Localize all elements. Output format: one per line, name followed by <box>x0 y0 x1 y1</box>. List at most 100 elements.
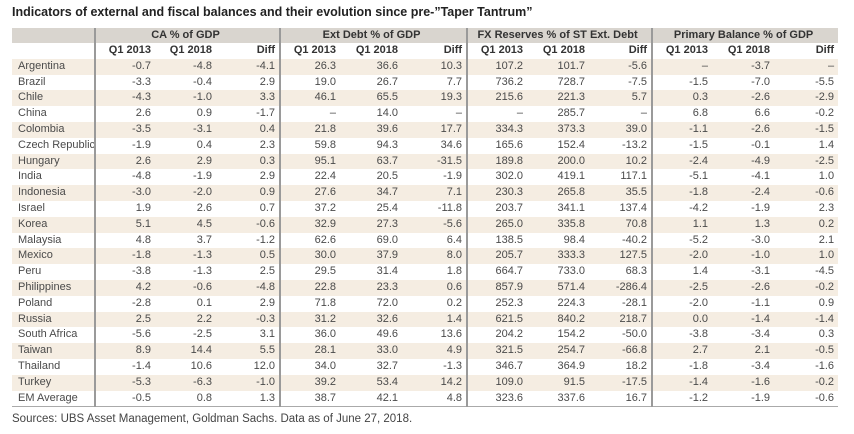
table-title: Indicators of external and fiscal balanc… <box>12 5 533 19</box>
value-cell: -0.5 <box>774 343 839 359</box>
value-cell: 0.2 <box>774 216 839 233</box>
value-cell: 265.0 <box>466 216 528 233</box>
value-cell: 35.5 <box>589 185 653 201</box>
value-cell: -3.4 <box>751 328 771 341</box>
value-cell: -2.4 <box>712 185 775 201</box>
country-cell: Poland <box>18 296 53 309</box>
value-cell: -66.8 <box>589 343 653 359</box>
value-cell: -3.4 <box>751 359 771 372</box>
value-cell: 203.7 <box>466 200 528 217</box>
value-cell: -1.5 <box>651 74 713 91</box>
value-cell: 0.6 <box>402 279 468 296</box>
country-cell: India <box>18 170 42 183</box>
value-cell: 1.3 <box>712 216 775 233</box>
subheader-q1-2013: Q1 2013 <box>651 43 713 59</box>
value-cell: – <box>774 58 839 75</box>
value-cell: 4.8 <box>94 232 155 249</box>
value-cell: 1.8 <box>446 265 463 278</box>
value-cell: 4.8 <box>402 390 468 408</box>
value-cell: 0.8 <box>155 390 216 408</box>
value-cell: -50.0 <box>621 328 648 341</box>
value-cell: 30.0 <box>279 248 341 265</box>
value-cell: 1.4 <box>402 311 468 328</box>
value-cell: 0.3 <box>651 90 713 107</box>
group-header-ext-debt: Ext Debt % of GDP <box>279 28 468 43</box>
table-row: Czech Republic -1.9 0.4 2.3 59.8 94.3 34.6 165.… <box>12 137 838 154</box>
table-row: Hungary 2.6 2.9 0.3 95.1 63.7 -31.5 189.8 200.0 1… <box>12 153 839 170</box>
group-header-row: CA % of GDP Ext Debt % of GDP FX Reserve… <box>12 28 839 43</box>
value-cell: 127.5 <box>589 248 653 265</box>
value-cell: 4.9 <box>402 343 468 359</box>
value-cell: 65.5 <box>340 90 403 107</box>
value-cell: 28.1 <box>279 343 341 359</box>
value-cell: 91.5 <box>527 374 590 391</box>
country-cell: China <box>18 107 47 120</box>
value-cell: 31.4 <box>376 265 399 278</box>
value-cell: 34.6 <box>440 138 463 151</box>
value-cell: -0.2 <box>774 279 839 296</box>
value-cell: 2.6 <box>94 106 155 122</box>
value-cell: 36.0 <box>279 327 341 344</box>
value-cell: -5.1 <box>651 169 713 186</box>
value-cell: 285.7 <box>557 107 586 120</box>
value-cell: 8.0 <box>402 248 468 265</box>
value-cell: -5.5 <box>815 75 835 88</box>
value-cell: 335.8 <box>527 216 590 233</box>
value-cell: -286.4 <box>589 279 653 296</box>
value-cell: -6.3 <box>155 374 216 391</box>
value-cell: -3.5 <box>94 121 155 138</box>
table-row: Philippines 4.2 -0.6 -4.8 22.8 23.3 0.6 857.9 57… <box>12 279 839 296</box>
value-cell: 32.9 <box>279 216 341 233</box>
value-cell: 2.9 <box>155 153 216 170</box>
subheader-q1-2013: Q1 2013 <box>94 43 155 59</box>
value-cell: 265.8 <box>527 185 590 201</box>
country-cell: Turkey <box>12 374 95 391</box>
value-cell: -1.4 <box>651 374 713 391</box>
value-cell: 34.7 <box>340 185 403 201</box>
value-cell: 2.1 <box>712 343 775 359</box>
value-cell: -1.5 <box>774 121 839 138</box>
country-cell: Israel <box>18 201 45 214</box>
value-cell: 189.8 <box>466 153 528 170</box>
value-cell: -40.2 <box>621 233 648 246</box>
value-cell: -1.9 <box>443 170 463 183</box>
value-cell: 337.6 <box>527 390 590 408</box>
value-cell: 21.8 <box>279 121 341 138</box>
value-cell: 37.9 <box>340 248 403 265</box>
subheader-diff: Diff <box>402 43 468 59</box>
value-cell: -1.1 <box>751 296 771 309</box>
value-cell: -5.6 <box>94 327 155 344</box>
table-row: Turkey -5.3 -6.3 -1.0 39.2 53.4 14.2 109.0 91.5-… <box>12 374 839 391</box>
value-cell: 10.2 <box>589 153 653 170</box>
value-cell: 152.4 <box>557 138 586 151</box>
value-cell: -2.5 <box>193 328 212 341</box>
country-cell: Argentina <box>12 58 95 75</box>
value-cell: -0.2 <box>815 107 835 120</box>
value-cell: 5.7 <box>589 90 653 107</box>
value-cell: 32.7 <box>376 359 399 372</box>
country-cell: South Africa <box>18 328 78 341</box>
value-cell: 215.6 <box>466 90 528 107</box>
value-cell: 25.4 <box>376 201 399 214</box>
value-cell: 346.7 <box>466 358 528 375</box>
value-cell: 0.7 <box>259 201 276 214</box>
value-cell: -4.8 <box>216 279 281 296</box>
table-row: EM Average -0.5 0.8 1.3 38.7 42.1 4.8 323.6 337.… <box>12 390 839 408</box>
value-cell: -1.6 <box>712 374 775 391</box>
value-cell: -1.7 <box>256 107 276 120</box>
value-cell: 0.4 <box>196 138 212 151</box>
value-cell: 137.4 <box>619 201 648 214</box>
value-cell: 2.3 <box>259 138 276 151</box>
source-note: Sources: UBS Asset Management, Goldman S… <box>12 413 413 425</box>
value-cell: 14.4 <box>155 343 216 359</box>
value-cell: 138.5 <box>466 232 528 249</box>
value-cell: 53.4 <box>340 374 403 391</box>
value-cell: -3.0 <box>94 185 155 201</box>
value-cell: -5.6 <box>402 216 468 233</box>
value-cell: -1.9 <box>712 390 775 408</box>
value-cell: -0.3 <box>216 311 281 328</box>
value-cell: 10.3 <box>402 58 468 75</box>
value-cell: -13.2 <box>621 138 648 151</box>
value-cell: 2.1 <box>818 233 835 246</box>
value-cell: 32.6 <box>340 311 403 328</box>
